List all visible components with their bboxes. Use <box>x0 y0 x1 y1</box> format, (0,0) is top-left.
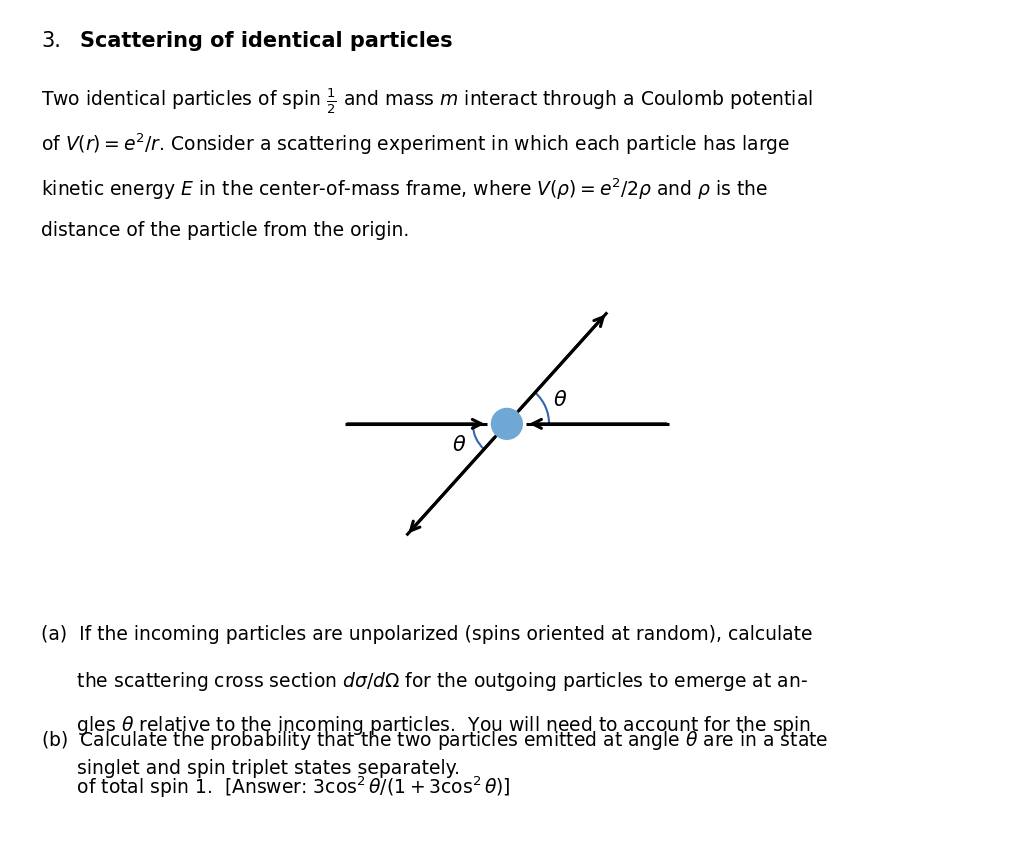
Text: distance of the particle from the origin.: distance of the particle from the origin… <box>41 221 410 240</box>
Text: the scattering cross section $d\sigma/d\Omega$ for the outgoing particles to eme: the scattering cross section $d\sigma/d\… <box>41 670 808 693</box>
Text: Two identical particles of spin $\frac{1}{2}$ and mass $m$ interact through a Co: Two identical particles of spin $\frac{1… <box>41 86 813 116</box>
Text: $\theta$: $\theta$ <box>553 390 567 410</box>
Text: kinetic energy $E$ in the center-of-mass frame, where $V(\rho) = e^2/2\rho$ and : kinetic energy $E$ in the center-of-mass… <box>41 176 768 202</box>
Text: singlet and spin triplet states separately.: singlet and spin triplet states separate… <box>41 759 460 778</box>
Text: of total spin 1.  [Answer: $3\cos^2\theta/(1+3\cos^2\theta)$]: of total spin 1. [Answer: $3\cos^2\theta… <box>41 774 511 799</box>
Text: (b)  Calculate the probability that the two particles emitted at angle $\theta$ : (b) Calculate the probability that the t… <box>41 729 828 753</box>
Text: (a)  If the incoming particles are unpolarized (spins oriented at random), calcu: (a) If the incoming particles are unpola… <box>41 625 812 644</box>
Text: 3.: 3. <box>41 31 60 51</box>
Text: gles $\theta$ relative to the incoming particles.  You will need to account for : gles $\theta$ relative to the incoming p… <box>41 714 811 738</box>
Text: $\theta$: $\theta$ <box>453 435 467 455</box>
Text: of $V(r) = e^2/r$. Consider a scattering experiment in which each particle has l: of $V(r) = e^2/r$. Consider a scattering… <box>41 131 791 157</box>
Text: Scattering of identical particles: Scattering of identical particles <box>80 31 453 51</box>
Circle shape <box>492 408 522 439</box>
